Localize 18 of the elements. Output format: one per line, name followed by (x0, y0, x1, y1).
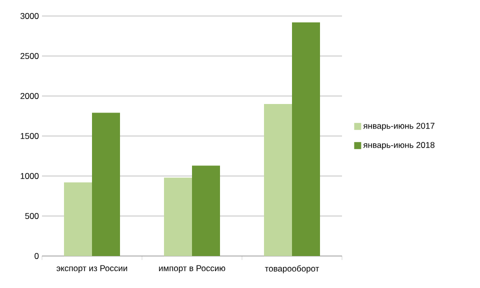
legend-label: январь-июнь 2018 (363, 142, 434, 150)
y-tick-label: 1000 (20, 173, 39, 179)
y-tick-label: 2000 (20, 93, 39, 99)
y-tick-label: 2500 (20, 53, 39, 59)
bar (292, 22, 320, 256)
bar (192, 166, 220, 256)
x-tick-label: товарооборот (264, 265, 320, 274)
bar (164, 178, 192, 256)
y-tick-label: 3000 (20, 13, 39, 19)
bar (64, 182, 92, 256)
bar (92, 112, 120, 256)
x-tick-label: импорт в Россию (159, 265, 226, 273)
legend-label: январь-июнь 2017 (363, 122, 434, 130)
bar (264, 104, 292, 256)
y-tick-label: 0 (34, 253, 39, 259)
x-tick-label: экспорт из России (56, 265, 128, 273)
y-tick-label: 1500 (20, 133, 39, 139)
y-tick-label: 500 (25, 213, 39, 219)
